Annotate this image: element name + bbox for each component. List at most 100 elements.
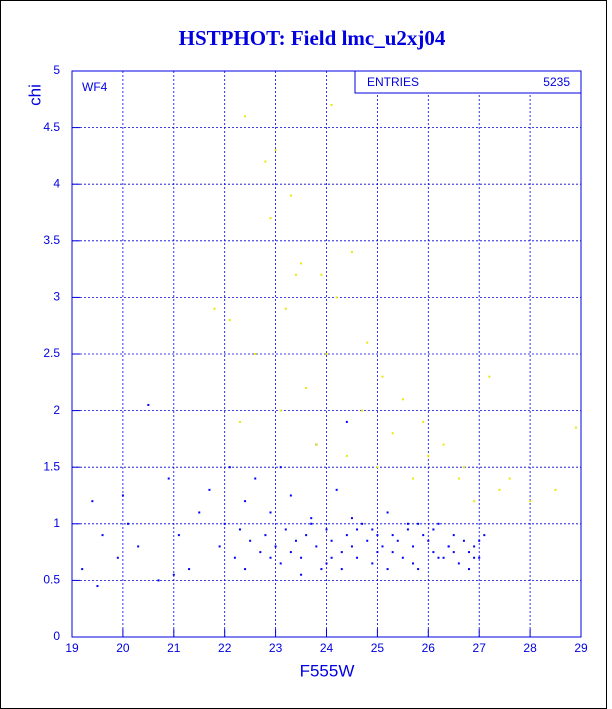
point xyxy=(356,556,359,559)
point xyxy=(116,556,119,559)
point xyxy=(371,562,374,565)
x-tick-label: 20 xyxy=(116,641,130,655)
point xyxy=(208,488,211,491)
point xyxy=(279,562,282,565)
point xyxy=(437,522,440,525)
y-tick-label: 4.5 xyxy=(43,120,60,134)
point xyxy=(381,545,384,548)
point xyxy=(228,466,231,469)
point xyxy=(300,573,303,576)
point xyxy=(279,466,282,469)
point xyxy=(376,466,379,469)
point xyxy=(386,511,389,514)
point xyxy=(264,534,267,537)
point xyxy=(81,568,84,571)
point xyxy=(335,296,338,299)
point xyxy=(274,149,277,152)
point xyxy=(305,534,308,537)
point xyxy=(406,522,409,525)
point xyxy=(157,579,160,582)
y-tick-label: 4 xyxy=(53,176,60,190)
point xyxy=(345,420,348,423)
x-tick-label: 25 xyxy=(371,641,385,655)
point xyxy=(350,517,353,520)
point xyxy=(244,568,247,571)
point xyxy=(376,551,379,554)
point xyxy=(330,556,333,559)
x-tick-label: 28 xyxy=(523,641,537,655)
point xyxy=(269,556,272,559)
y-tick-label: 3 xyxy=(53,290,60,304)
point xyxy=(101,534,104,537)
point xyxy=(417,522,420,525)
point xyxy=(310,522,313,525)
x-tick-label: 27 xyxy=(473,641,487,655)
y-tick-label: 1.5 xyxy=(43,459,60,473)
x-tick-label: 23 xyxy=(269,641,283,655)
point xyxy=(391,432,394,435)
point xyxy=(356,528,359,531)
point xyxy=(432,551,435,554)
point xyxy=(391,551,394,554)
point xyxy=(300,556,303,559)
y-tick-label: 0 xyxy=(53,629,60,643)
point xyxy=(401,556,404,559)
point xyxy=(574,426,577,429)
y-tick-label: 3.5 xyxy=(43,233,60,247)
y-tick-label: 5 xyxy=(53,63,60,77)
point xyxy=(442,443,445,446)
point xyxy=(147,403,150,406)
point xyxy=(452,534,455,537)
point xyxy=(284,307,287,310)
point xyxy=(167,477,170,480)
point xyxy=(330,103,333,106)
point xyxy=(473,500,476,503)
point xyxy=(350,545,353,548)
point xyxy=(386,568,389,571)
point xyxy=(223,522,226,525)
point xyxy=(264,160,267,163)
point xyxy=(340,568,343,571)
point xyxy=(427,539,430,542)
point xyxy=(406,528,409,531)
point xyxy=(345,454,348,457)
point xyxy=(361,409,364,412)
point xyxy=(177,534,180,537)
point xyxy=(554,488,557,491)
point xyxy=(345,534,348,537)
point xyxy=(91,500,94,503)
point xyxy=(126,522,129,525)
point xyxy=(412,545,415,548)
y-tick-label: 2 xyxy=(53,403,60,417)
point xyxy=(294,539,297,542)
point xyxy=(198,511,201,514)
point xyxy=(473,556,476,559)
point xyxy=(325,353,328,355)
point xyxy=(366,539,369,542)
point xyxy=(412,477,415,480)
point xyxy=(437,556,440,559)
x-tick-label: 26 xyxy=(422,641,436,655)
point xyxy=(422,534,425,537)
stats-value: 5235 xyxy=(543,75,570,89)
point xyxy=(529,500,532,503)
point xyxy=(284,528,287,531)
x-tick-label: 24 xyxy=(320,641,334,655)
point xyxy=(483,534,486,537)
point xyxy=(330,539,333,542)
point xyxy=(427,454,430,457)
point xyxy=(401,398,404,401)
point xyxy=(259,551,262,554)
point xyxy=(213,307,216,310)
point xyxy=(371,528,374,531)
point xyxy=(325,562,328,565)
point xyxy=(457,477,460,480)
point xyxy=(294,273,297,276)
point xyxy=(233,556,236,559)
point xyxy=(254,477,257,480)
point xyxy=(381,375,384,378)
point xyxy=(478,539,481,542)
point xyxy=(432,528,435,531)
y-tick-label: 0.5 xyxy=(43,573,60,587)
